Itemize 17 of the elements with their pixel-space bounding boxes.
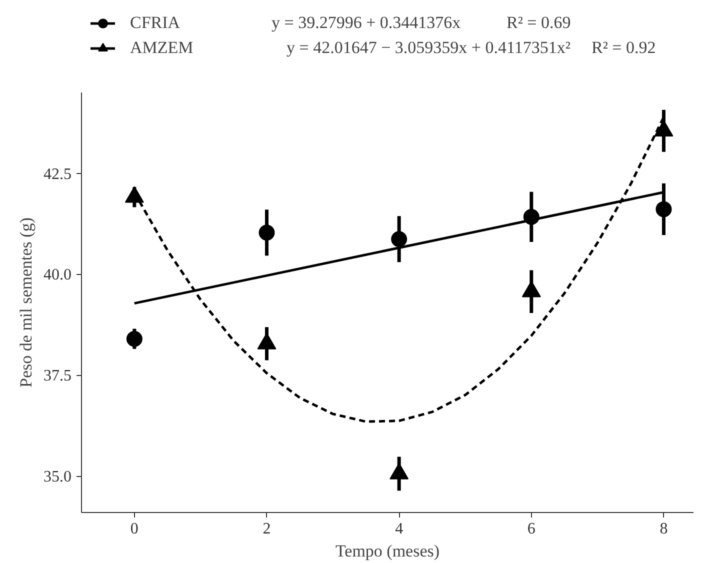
y-tick-label: 37.5 xyxy=(44,368,72,385)
y-tick-label: 40.0 xyxy=(44,266,72,284)
x-tick-label: 6 xyxy=(527,520,536,538)
x-tick-label: 4 xyxy=(395,520,404,538)
legend-label: AMZEM xyxy=(130,37,194,59)
text: y = 39.27996 + 0.3441376x xyxy=(272,13,462,32)
text: R² = 0.92 xyxy=(592,38,656,57)
legend-label: CFRIA xyxy=(130,12,180,34)
y-tick-label: 35.0 xyxy=(44,468,72,486)
text: y = 42.01647 − 3.059359x + 0.4117351x² xyxy=(286,38,570,57)
x-tick-label: 8 xyxy=(660,520,668,538)
y-axis-title: Peso de mil sementes (g) xyxy=(16,218,36,388)
x-tick-label: 2 xyxy=(262,520,271,538)
y-tick-label: 42.5 xyxy=(44,166,72,183)
text: R² = 0.69 xyxy=(506,13,571,32)
x-axis-title: Tempo (meses) xyxy=(335,542,440,560)
x-tick-label: 0 xyxy=(130,520,138,538)
